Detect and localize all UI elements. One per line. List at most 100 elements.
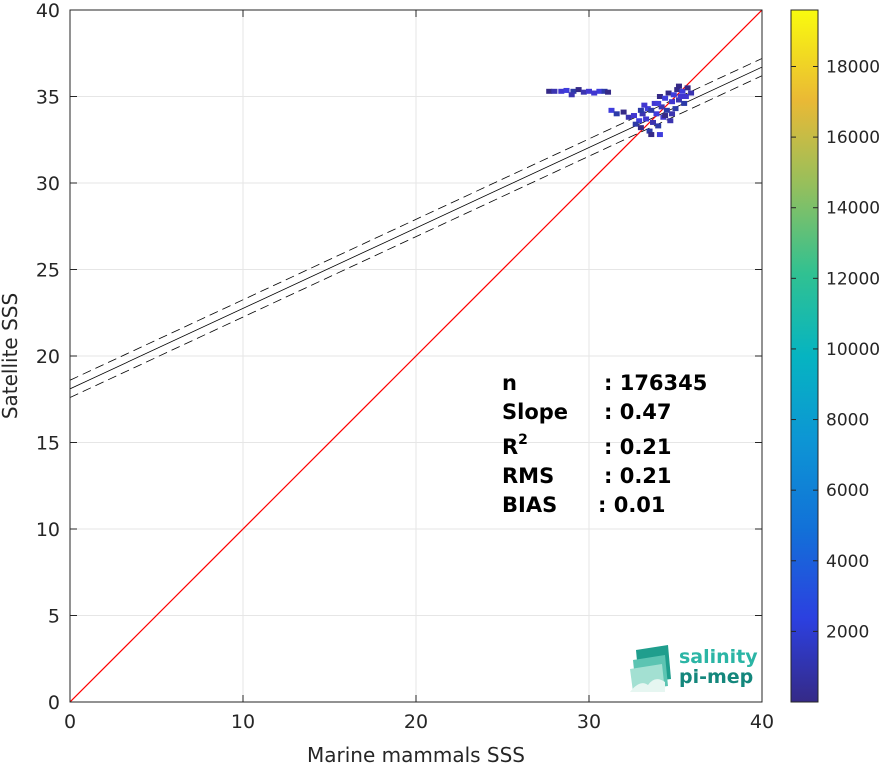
- one-to-one-line: [70, 10, 762, 702]
- stat-slope-value: : 0.47: [604, 400, 672, 424]
- stats-box: n : 176345 Slope : 0.47 R2 : 0.21 RMS : …: [502, 371, 707, 517]
- density-point: [653, 111, 660, 117]
- colorbar: [790, 9, 819, 703]
- density-point: [648, 132, 655, 138]
- stat-n-label: n: [502, 371, 517, 395]
- density-point: [639, 111, 646, 117]
- colorbar-tick-label: 10000: [826, 340, 880, 360]
- stat-r2-label: R2: [502, 432, 528, 459]
- density-point: [648, 107, 655, 113]
- density-point: [675, 83, 682, 89]
- salinity-logo: salinity pi-mep: [630, 645, 758, 692]
- density-point: [672, 106, 679, 112]
- y-tick-label: 15: [36, 433, 60, 455]
- density-point-layer: [546, 83, 695, 138]
- stat-bias-value: : 0.01: [598, 493, 666, 517]
- colorbar-tick-label: 16000: [826, 128, 880, 148]
- density-point: [651, 100, 658, 106]
- density-point: [605, 89, 612, 95]
- colorbar-tick-label: 12000: [826, 269, 880, 289]
- colorbar-tick-label: 4000: [826, 552, 869, 572]
- density-point: [677, 94, 684, 99]
- stat-rms-value: : 0.21: [604, 464, 672, 488]
- density-point: [641, 102, 648, 108]
- density-point: [637, 107, 644, 113]
- x-tick-label: 40: [750, 711, 774, 733]
- stat-bias-label: BIAS: [502, 493, 557, 517]
- colorbar-tick-label: 2000: [826, 622, 869, 642]
- x-tick-label: 0: [64, 711, 76, 733]
- colorbar-tick-label: 18000: [826, 57, 880, 77]
- stat-n-value: : 176345: [604, 371, 707, 395]
- x-tick-label: 20: [404, 711, 428, 733]
- colorbar-ticks: 2000 4000 6000 8000 10000 12000 14000 16000 1800…: [791, 57, 880, 642]
- density-point: [669, 111, 676, 117]
- density-point: [630, 113, 637, 119]
- density-point: [625, 114, 632, 120]
- density-point: [684, 85, 691, 91]
- density-point: [568, 92, 575, 98]
- density-point: [669, 99, 676, 105]
- density-point: [563, 87, 570, 93]
- y-tick-label: 0: [48, 692, 60, 714]
- colorbar-tick-label: 8000: [826, 411, 869, 431]
- colorbar-tick-label: 14000: [826, 199, 880, 219]
- density-point: [575, 87, 582, 93]
- density-point: [608, 107, 615, 113]
- x-tick-label: 30: [577, 711, 601, 733]
- y-tick-label: 35: [36, 87, 60, 109]
- x-axis-label: Marine mammals SSS: [307, 743, 525, 764]
- density-point: [570, 88, 577, 94]
- y-tick-label: 10: [36, 519, 60, 541]
- density-point: [596, 88, 603, 94]
- density-point: [665, 90, 672, 96]
- stat-r2-value: : 0.21: [604, 435, 672, 459]
- density-point: [551, 88, 558, 94]
- density-point: [636, 118, 643, 124]
- x-tick-labels: 0 10 20 30 40: [64, 711, 774, 733]
- density-point: [644, 106, 651, 112]
- y-tick-label: 25: [36, 260, 60, 282]
- grid: [70, 10, 762, 702]
- density-point: [663, 107, 670, 113]
- y-tick-label: 30: [36, 173, 60, 195]
- density-point: [613, 111, 620, 117]
- density-point: [667, 118, 674, 124]
- fit-upper-bound: [70, 58, 762, 381]
- logo-line-2: pi-mep: [679, 666, 753, 688]
- density-point: [656, 132, 663, 138]
- density-point: [637, 125, 644, 131]
- density-point: [682, 94, 689, 99]
- x-tick-label: 10: [231, 711, 255, 733]
- logo-line-1: salinity: [679, 646, 758, 668]
- wave-logo-icon: [630, 645, 671, 692]
- density-point: [632, 121, 639, 127]
- density-point: [675, 97, 682, 103]
- y-tick-label: 40: [36, 0, 60, 22]
- axis-ticks: [69, 9, 763, 703]
- density-point: [681, 100, 688, 106]
- density-point: [674, 87, 681, 93]
- density-point: [679, 88, 686, 94]
- y-tick-label: 20: [36, 346, 60, 368]
- colorbar-tick-label: 6000: [826, 481, 869, 501]
- y-tick-labels: 0 5 10 15 20 25 30 35 40: [36, 0, 60, 714]
- density-point: [586, 88, 592, 94]
- stat-slope-label: Slope: [502, 400, 568, 424]
- density-point: [655, 100, 662, 106]
- density-point: [580, 89, 587, 95]
- density-point: [643, 116, 650, 122]
- density-point: [601, 88, 608, 94]
- density-point: [646, 128, 653, 134]
- density-point: [662, 95, 669, 101]
- density-point: [670, 92, 677, 98]
- y-tick-label: 5: [48, 606, 60, 628]
- density-point: [558, 88, 565, 94]
- density-point: [650, 119, 657, 125]
- density-point: [688, 90, 695, 96]
- density-point: [656, 94, 663, 99]
- density-point: [658, 104, 665, 110]
- density-point: [655, 123, 662, 129]
- density-point: [620, 109, 627, 115]
